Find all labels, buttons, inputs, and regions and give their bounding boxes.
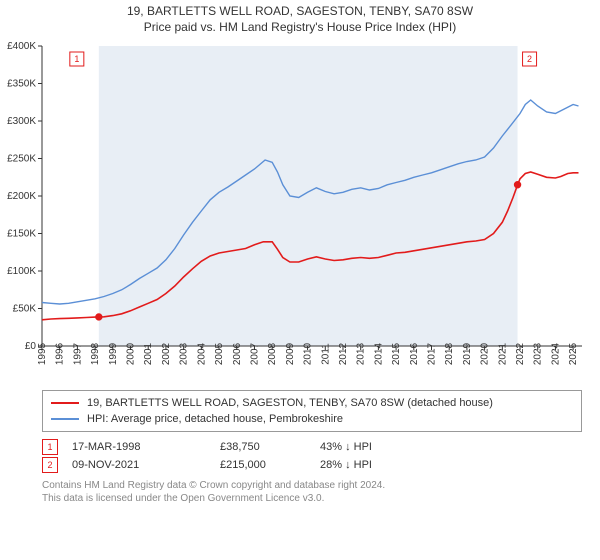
svg-text:£150K: £150K (7, 229, 36, 240)
footer-attribution: Contains HM Land Registry data © Crown c… (42, 480, 582, 505)
legend-item: HPI: Average price, detached house, Pemb… (51, 411, 573, 427)
event-price: £38,750 (220, 441, 320, 453)
svg-text:£50K: £50K (13, 304, 37, 315)
chart-title-address: 19, BARTLETTS WELL ROAD, SAGESTON, TENBY… (6, 4, 594, 18)
event-row: 2 09-NOV-2021£215,00028% ↓ HPI (42, 456, 582, 474)
legend-label: 19, BARTLETTS WELL ROAD, SAGESTON, TENBY… (87, 397, 493, 409)
legend-item: 19, BARTLETTS WELL ROAD, SAGESTON, TENBY… (51, 395, 573, 411)
event-desc: 43% ↓ HPI (320, 441, 372, 453)
svg-text:£250K: £250K (7, 154, 36, 165)
legend-swatch (51, 402, 79, 404)
svg-text:£400K: £400K (7, 41, 36, 52)
chart-container: £0 £50K £100K £150K £200K £250K £300K £350K £400… (6, 40, 594, 384)
svg-text:2: 2 (527, 54, 532, 64)
svg-text:£300K: £300K (7, 116, 36, 127)
legend-label: HPI: Average price, detached house, Pemb… (87, 413, 343, 425)
footer-line1: Contains HM Land Registry data © Crown c… (42, 480, 582, 493)
event-price: £215,000 (220, 459, 320, 471)
legend-swatch (51, 418, 79, 420)
chart-title-subtitle: Price paid vs. HM Land Registry's House … (6, 20, 594, 34)
event-marker-icon: 2 (42, 457, 58, 473)
svg-text:£200K: £200K (7, 191, 36, 202)
svg-text:£100K: £100K (7, 266, 36, 277)
event-row: 1 17-MAR-1998£38,75043% ↓ HPI (42, 438, 582, 456)
event-date: 17-MAR-1998 (72, 441, 220, 453)
legend: 19, BARTLETTS WELL ROAD, SAGESTON, TENBY… (42, 390, 582, 432)
svg-text:1: 1 (74, 54, 79, 64)
event-marker-icon: 1 (42, 439, 58, 455)
svg-text:£0: £0 (25, 341, 37, 352)
event-date: 09-NOV-2021 (72, 459, 220, 471)
event-desc: 28% ↓ HPI (320, 459, 372, 471)
events-table: 1 17-MAR-1998£38,75043% ↓ HPI 2 09-NOV-2021… (42, 438, 582, 474)
footer-line2: This data is licensed under the Open Gov… (42, 493, 582, 506)
chart-titles: 19, BARTLETTS WELL ROAD, SAGESTON, TENBY… (6, 4, 594, 34)
line-chart: £0 £50K £100K £150K £200K £250K £300K £350K £400… (6, 40, 594, 384)
svg-text:£350K: £350K (7, 79, 36, 90)
